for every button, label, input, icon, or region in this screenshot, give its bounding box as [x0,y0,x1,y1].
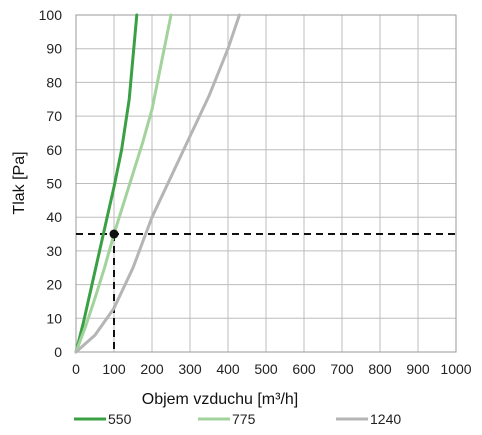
y-tick-label: 50 [46,176,62,192]
y-tick-label: 70 [46,108,62,124]
x-tick-labels: 0 100 200 300 400 500 600 700 800 900 1000 [72,361,472,377]
x-axis-label: Objem vzduchu [m³/h] [142,391,299,408]
operating-point-marker [109,229,119,239]
legend: 550 775 1240 [74,411,401,427]
y-tick-label: 100 [39,7,63,23]
series-line-775 [74,13,173,354]
y-tick-label: 40 [46,209,62,225]
y-tick-label: 30 [46,243,62,259]
y-tick-label: 60 [46,142,62,158]
x-tick-label: 800 [368,361,392,377]
x-tick-label: 600 [292,361,316,377]
y-tick-label: 10 [46,310,62,326]
x-tick-label: 700 [330,361,354,377]
x-tick-label: 400 [216,361,240,377]
x-tick-label: 1000 [440,361,471,377]
legend-label-550: 550 [108,411,132,427]
x-tick-label: 300 [178,361,202,377]
series-line-550 [74,13,139,354]
point-markers [109,229,119,239]
grid-lines [75,14,457,353]
series-lines [74,13,241,354]
reference-lines [76,233,460,352]
y-axis-label: Tlak [Pa] [11,151,28,214]
x-tick-label: 500 [254,361,278,377]
y-tick-label: 20 [46,277,62,293]
legend-label-775: 775 [232,411,256,427]
y-tick-labels: 0 10 20 30 40 50 60 70 80 90 100 [39,7,63,360]
y-tick-label: 90 [46,41,62,57]
legend-label-1240: 1240 [370,411,401,427]
x-tick-label: 100 [102,361,126,377]
plot-border [75,14,457,353]
series-line-1240 [74,13,241,354]
y-tick-label: 80 [46,74,62,90]
y-tick-label: 0 [54,344,62,360]
x-tick-label: 200 [140,361,164,377]
x-tick-label: 900 [406,361,430,377]
x-tick-label: 0 [72,361,80,377]
